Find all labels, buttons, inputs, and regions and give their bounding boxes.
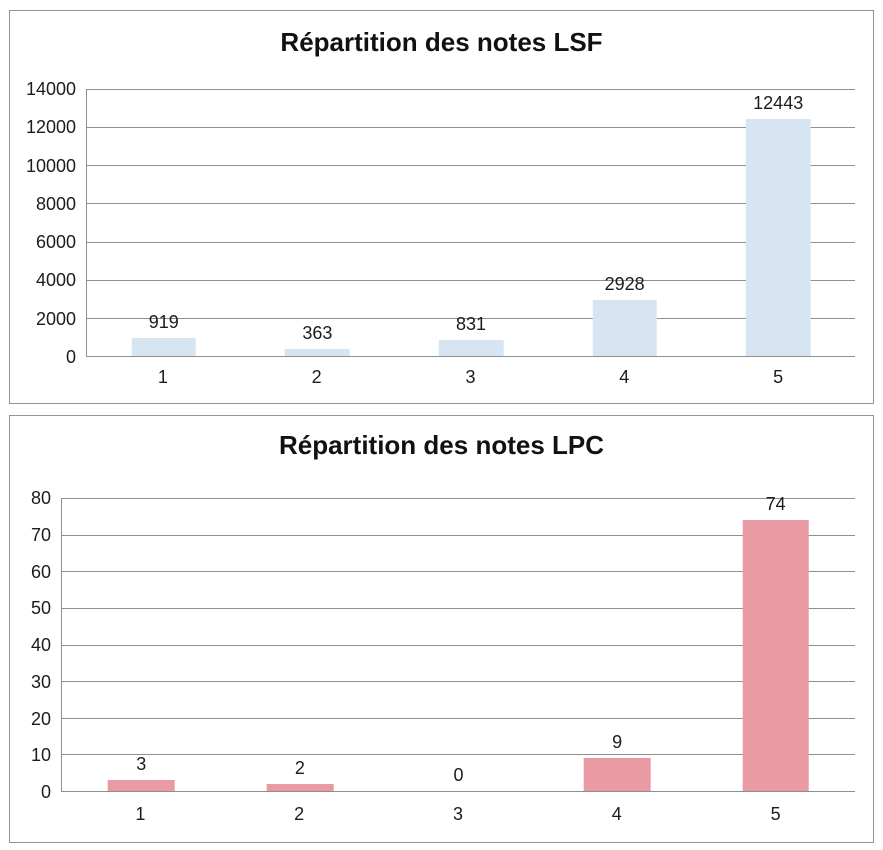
gridline: [62, 754, 855, 756]
x-tick-label: 1: [157, 367, 168, 387]
y-tick-label: 2000: [35, 308, 76, 329]
y-tick-label: 30: [30, 671, 51, 692]
chart-panel-lsf: Répartition des notes LSF 0 2000 4000 6000 8…: [9, 10, 874, 404]
bar-2: [285, 349, 350, 356]
y-tick-label: 60: [30, 561, 51, 582]
y-tick-label: 50: [30, 598, 51, 619]
bar-4: [583, 758, 651, 791]
y-tick-label: 0: [40, 782, 51, 802]
y-tick-label: 4000: [35, 270, 76, 291]
y-tick-label: 70: [30, 524, 51, 545]
chart-title: Répartition des notes LSF: [280, 27, 603, 57]
bar-5: [742, 519, 809, 791]
y-tick-label: 8000: [35, 193, 76, 214]
gridline: [87, 127, 855, 129]
y-tick-label: 40: [30, 635, 51, 655]
y-axis-tick-labels: 0 2000 4000 6000 8000 10000 12000 14000: [10, 79, 76, 367]
gridline: [62, 717, 855, 719]
bar-value-label: 12443: [753, 92, 804, 113]
gridline: [62, 644, 855, 646]
x-tick-label: 2: [294, 804, 305, 824]
gridline: [62, 607, 855, 609]
x-tick-label: 4: [619, 367, 630, 387]
gridline: [87, 279, 855, 281]
bar-value-label: 0: [453, 765, 464, 785]
gridline: [62, 571, 855, 573]
gridline: [62, 534, 855, 536]
bar-1: [131, 338, 197, 356]
y-tick-label: 80: [30, 488, 51, 508]
x-tick-label: 5: [770, 804, 781, 824]
gridline: [87, 241, 855, 243]
plot-area: 3 2 0 9 74: [61, 494, 855, 792]
x-axis-tick-labels: 1 2 3 4 5: [61, 804, 855, 828]
gridline: [87, 203, 855, 205]
x-tick-label: 3: [452, 804, 464, 824]
gridline: [87, 317, 855, 319]
y-tick-label: 14000: [25, 79, 76, 99]
x-axis-tick-labels: 1 2 3 4 5: [86, 367, 855, 391]
y-axis-tick-labels: 0 10 20 30 40 50 60 70 80: [10, 488, 51, 802]
y-tick-label: 6000: [35, 232, 76, 253]
bar-3: [438, 340, 504, 356]
bar-value-label: 9: [612, 732, 623, 753]
bar-5: [745, 118, 811, 356]
chart-panel-lpc: Répartition des notes LPC 0 10 20 30 40 50 60 7…: [9, 415, 874, 843]
gridline: [62, 498, 855, 499]
gridline: [62, 681, 855, 683]
bar-value-label: 3: [136, 754, 147, 775]
bar-4: [592, 300, 657, 356]
y-tick-label: 20: [30, 708, 51, 729]
bar-value-label: 2: [294, 757, 305, 778]
gridline: [87, 89, 855, 90]
x-tick-label: 1: [135, 804, 146, 824]
bar-value-label: 831: [455, 314, 487, 335]
y-tick-label: 12000: [25, 117, 76, 138]
bar-value-label: 2928: [604, 274, 645, 295]
bar-value-label: 363: [302, 323, 333, 344]
plot-area: 919 363 831 2928 12443: [86, 89, 855, 357]
bar-1: [107, 780, 175, 791]
gridline: [87, 165, 855, 167]
y-tick-label: 0: [65, 347, 76, 367]
chart-title: Répartition des notes LPC: [278, 430, 605, 460]
bar-2: [266, 783, 334, 791]
y-tick-label: 10000: [25, 155, 76, 176]
x-tick-label: 5: [773, 367, 784, 387]
bar-value-label: 74: [765, 493, 786, 514]
y-tick-label: 10: [30, 745, 51, 766]
x-tick-label: 4: [611, 804, 622, 824]
x-tick-label: 2: [311, 367, 322, 387]
x-tick-label: 3: [465, 367, 476, 387]
bar-value-label: 919: [148, 312, 179, 333]
